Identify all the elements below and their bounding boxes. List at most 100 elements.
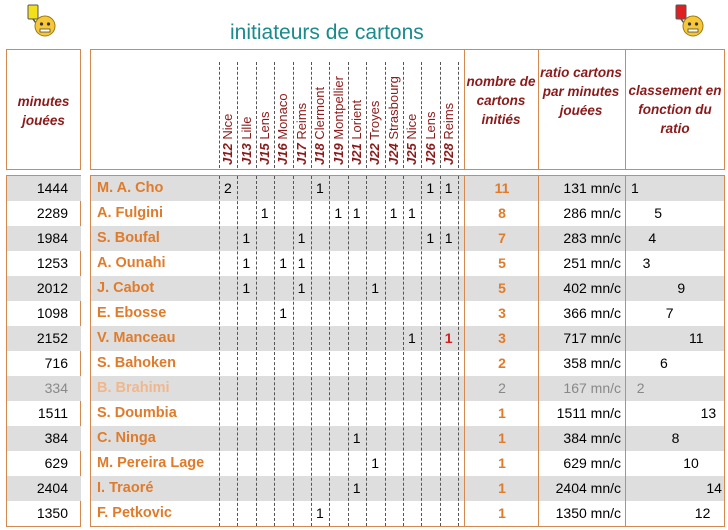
player-name: M. Pereira Lage — [97, 455, 205, 471]
match-column-label: J25 Nice — [404, 114, 419, 165]
match-team: Monaco — [275, 93, 291, 144]
match-column-label: J16 Monaco — [275, 93, 290, 165]
total-cards: 1 — [498, 480, 506, 496]
player-name: E. Ebosse — [97, 305, 167, 321]
match-column-label: J15 Lens — [257, 111, 272, 165]
minutes-played: 1511 — [37, 405, 68, 421]
match-code: J26 — [422, 143, 438, 165]
row-stripe — [626, 476, 724, 501]
card-count: 1 — [444, 330, 453, 346]
row-stripe — [91, 476, 625, 501]
minutes-played: 2404 — [36, 480, 68, 496]
column-separator — [292, 62, 294, 168]
total-cards: 2 — [498, 355, 506, 371]
body-minutes-box — [6, 175, 81, 527]
column-separator — [311, 176, 312, 526]
total-cards: 8 — [498, 205, 506, 221]
column-separator — [292, 176, 294, 526]
minutes-played: 1444 — [36, 180, 68, 196]
card-count: 1 — [316, 505, 324, 521]
card-count: 1 — [242, 230, 251, 246]
row-stripe — [626, 326, 724, 351]
row-stripe — [7, 176, 81, 201]
match-code: J24 — [385, 143, 401, 165]
row-stripe — [7, 276, 81, 301]
column-separator — [347, 62, 349, 168]
rank-value: 6 — [660, 355, 668, 371]
row-stripe — [7, 476, 81, 501]
card-count: 1 — [352, 480, 361, 496]
column-separator — [458, 176, 460, 526]
total-cards: 1 — [498, 455, 506, 471]
card-count: 1 — [408, 330, 416, 346]
column-separator — [237, 62, 239, 168]
card-count: 1 — [297, 280, 306, 296]
ratio-value: 251 mn/c — [563, 255, 621, 271]
rank-value: 13 — [700, 405, 717, 421]
match-code: J17 — [293, 143, 309, 165]
player-name: V. Manceau — [97, 330, 176, 346]
total-cards: 5 — [498, 255, 506, 271]
card-count: 1 — [408, 205, 416, 221]
ratio-value: 629 mn/c — [563, 455, 621, 471]
card-count: 1 — [334, 205, 343, 221]
ratio-value: 366 mn/c — [563, 305, 621, 321]
header-nombre: nombre de cartons initiés — [466, 74, 536, 127]
column-separator — [274, 62, 276, 168]
match-code: J13 — [238, 143, 254, 165]
card-count: 1 — [316, 180, 324, 196]
player-name: S. Boufal — [97, 230, 160, 246]
match-code: J19 — [330, 143, 346, 165]
row-stripe — [91, 226, 625, 251]
column-divider — [464, 175, 465, 527]
match-team: Nice — [404, 113, 420, 144]
rank-value: 10 — [683, 455, 699, 471]
row-stripe — [7, 376, 81, 401]
match-column-label: J28 Reims — [441, 103, 456, 165]
column-separator — [403, 62, 404, 168]
column-separator — [329, 62, 331, 168]
total-cards: 7 — [498, 230, 506, 246]
minutes-played: 1984 — [36, 230, 68, 246]
column-separator — [384, 176, 386, 526]
ratio-value: 286 mn/c — [563, 205, 621, 221]
card-count: 1 — [279, 255, 287, 271]
player-name: S. Bahoken — [97, 355, 176, 371]
column-separator — [329, 176, 331, 526]
minutes-played: 334 — [44, 380, 68, 396]
match-column-label: J19 Montpellier — [331, 76, 346, 165]
yellow-card-smiley-icon — [27, 4, 56, 37]
match-code: J25 — [404, 143, 420, 165]
rank-value: 11 — [689, 330, 704, 346]
match-team: Nice — [220, 113, 236, 144]
column-separator — [403, 176, 404, 526]
row-stripe — [626, 376, 724, 401]
column-separator — [219, 176, 220, 526]
row-stripe — [7, 426, 81, 451]
column-divider — [538, 175, 539, 527]
body-classement-box — [625, 175, 725, 527]
card-count: 1 — [371, 280, 379, 296]
card-count: 1 — [426, 180, 435, 196]
match-code: J12 — [220, 143, 236, 165]
card-count: 1 — [260, 205, 269, 221]
column-separator — [421, 176, 423, 526]
minutes-played: 2152 — [36, 330, 68, 346]
match-column-label: J24 Strasbourg — [386, 76, 401, 165]
column-divider — [538, 49, 539, 170]
row-stripe — [626, 276, 724, 301]
rank-value: 9 — [677, 280, 686, 296]
total-cards: 5 — [498, 280, 506, 296]
row-stripe — [91, 426, 625, 451]
match-team: Montpellier — [330, 76, 346, 144]
column-divider — [464, 49, 465, 170]
player-name: A. Ounahi — [97, 255, 166, 271]
column-separator — [384, 62, 386, 168]
match-team: Clermont — [312, 86, 328, 144]
column-separator — [311, 62, 312, 168]
total-cards: 2 — [498, 380, 506, 396]
column-separator — [274, 176, 276, 526]
header-classement-box — [625, 49, 725, 170]
rank-value: 1 — [631, 180, 639, 196]
match-team: Reims — [441, 102, 456, 144]
